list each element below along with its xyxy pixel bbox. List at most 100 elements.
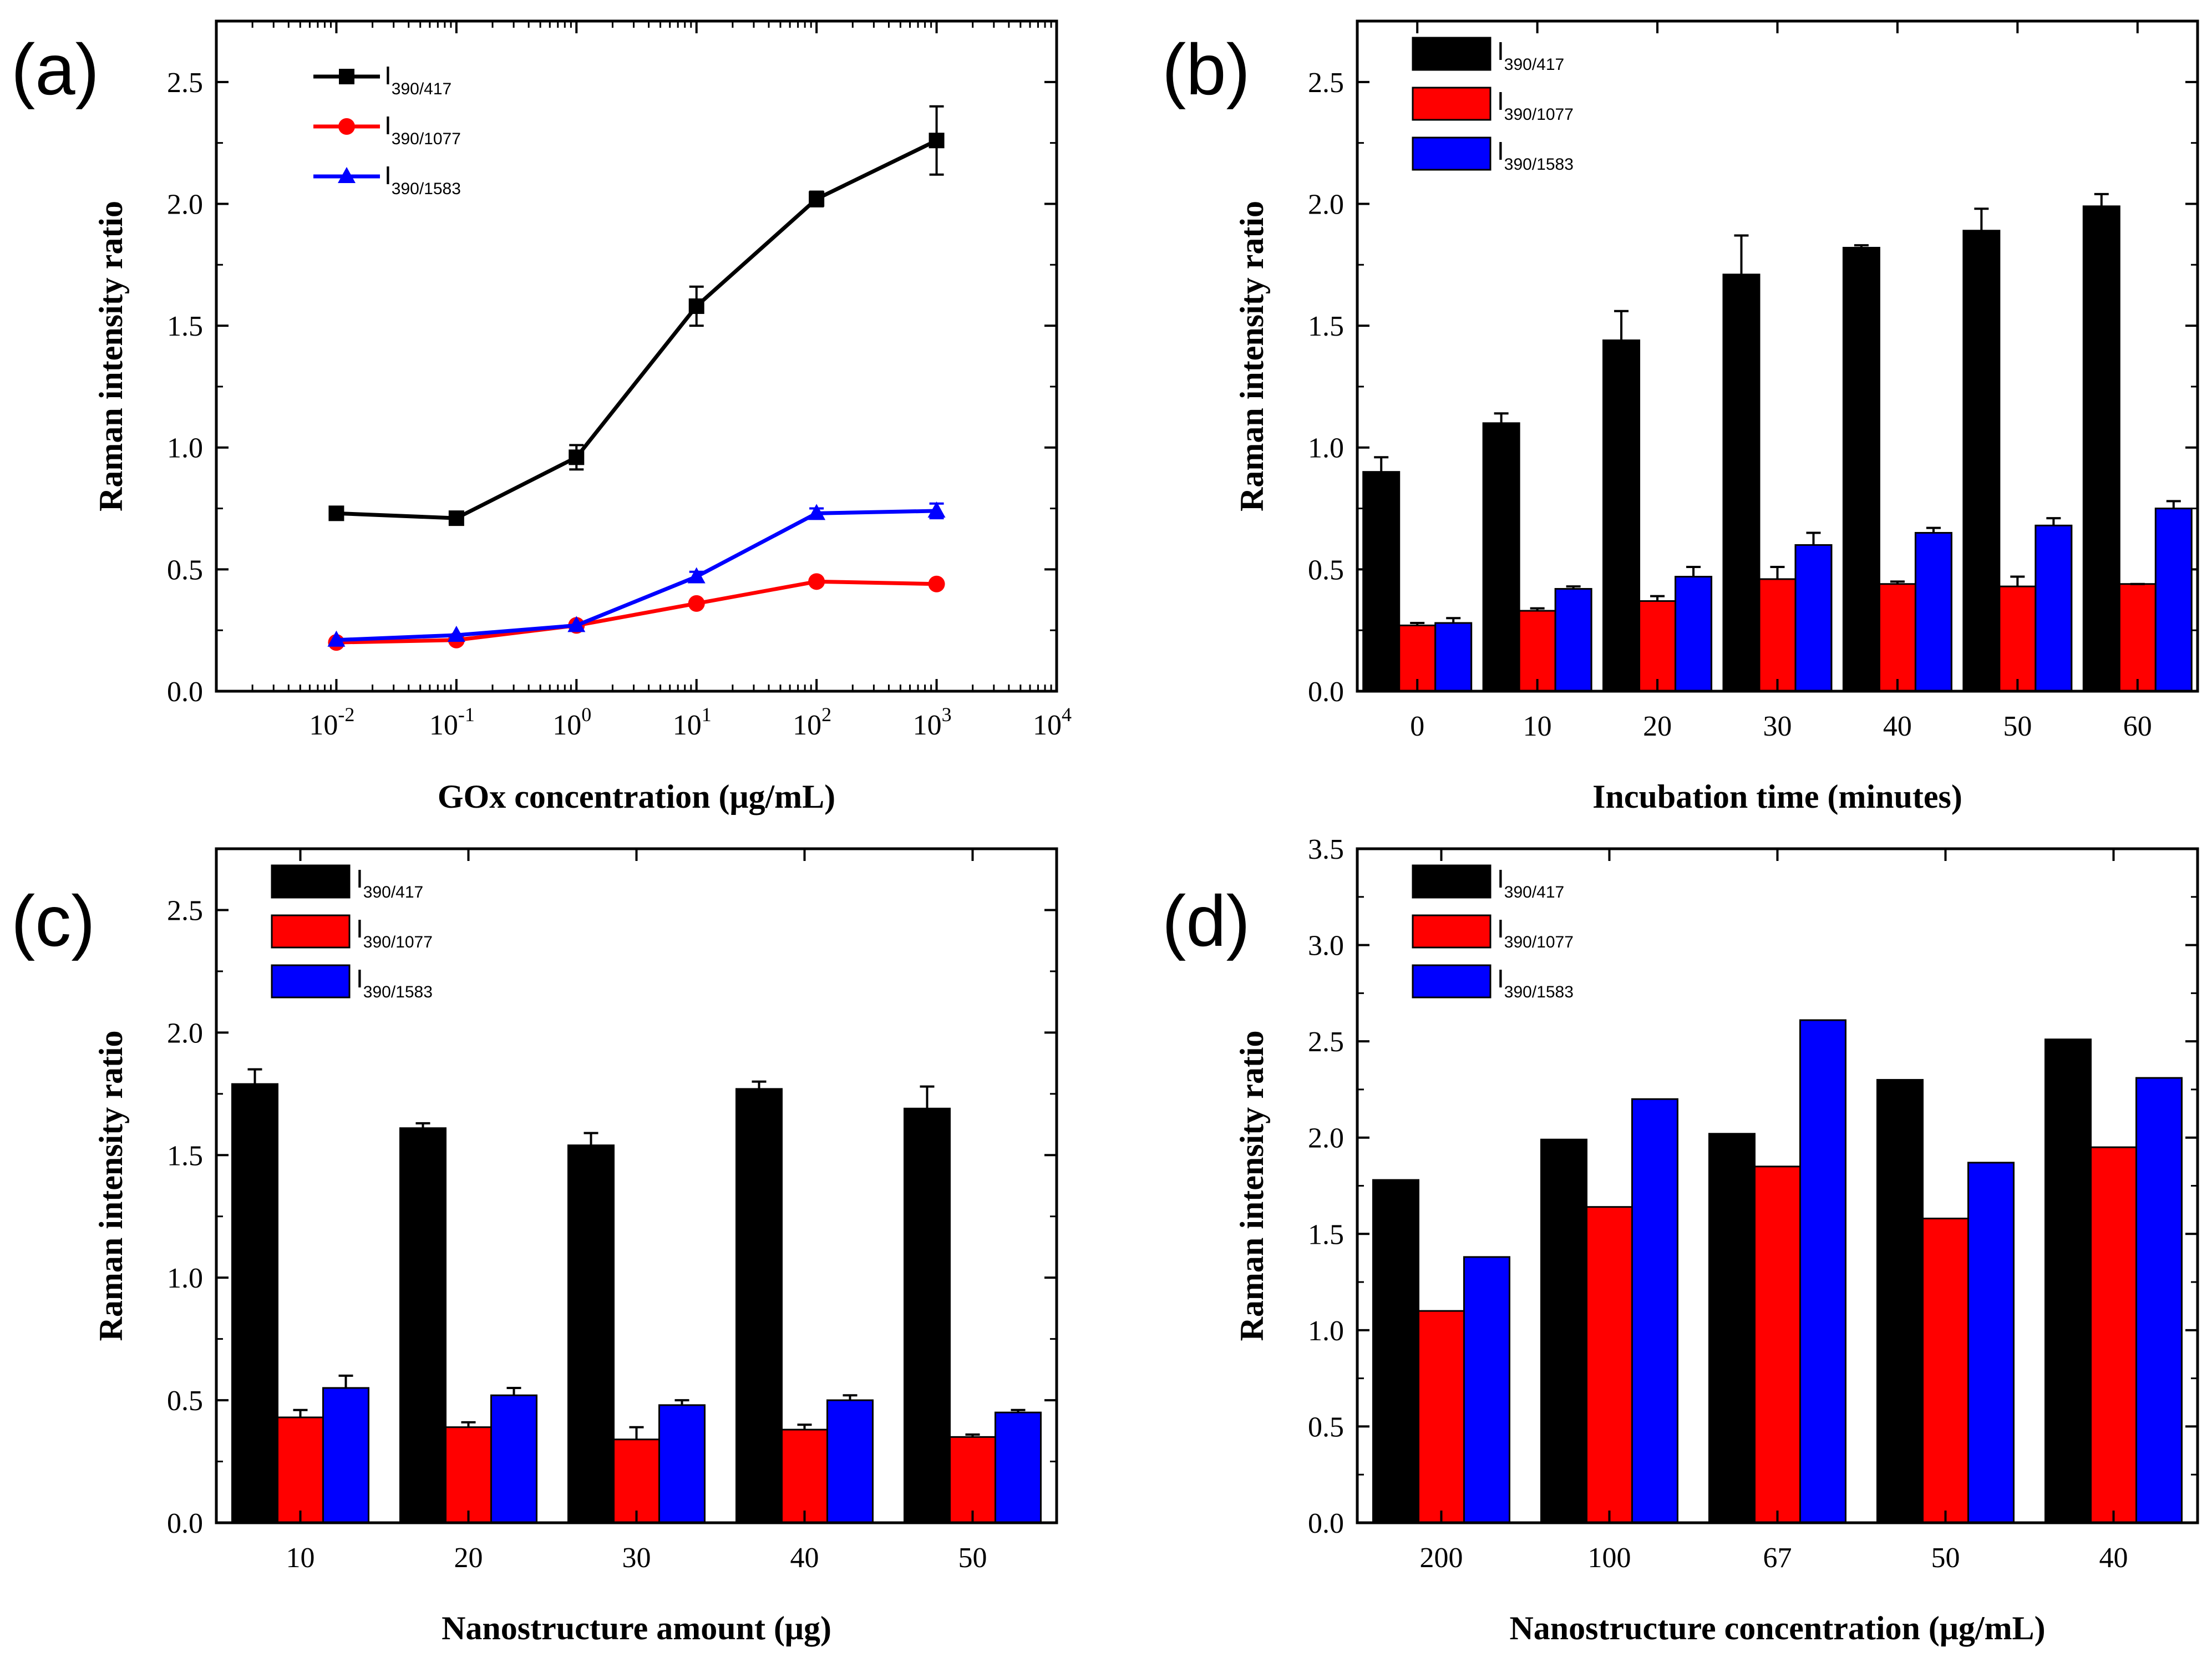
x-tick-label: 20	[1643, 711, 1672, 742]
x-tick-label: 0	[1410, 711, 1424, 742]
bar	[2154, 508, 2193, 692]
panel-letter: (b)	[1162, 29, 1250, 110]
y-tick-label: 0.5	[1308, 1411, 1344, 1443]
bar	[826, 1399, 874, 1524]
x-tick-label: 200	[1420, 1542, 1463, 1574]
legend-label-main: I	[1497, 87, 1504, 115]
legend-marker	[339, 69, 354, 84]
x-tick-label: 30	[1763, 711, 1792, 742]
data-point	[927, 501, 946, 518]
y-axis-title: Raman intensity ratio	[93, 1031, 129, 1341]
bar	[735, 1088, 783, 1524]
y-tick-label: 2.0	[167, 1017, 203, 1049]
data-point	[328, 505, 344, 521]
y-tick-label: 1.0	[1308, 433, 1344, 464]
legend-label: I390/417	[356, 864, 423, 901]
panel-letter: (d)	[1162, 880, 1250, 961]
bar	[2082, 205, 2120, 692]
plot-area	[231, 1068, 1042, 1524]
legend-label-main: I	[1497, 864, 1504, 893]
data-point	[808, 504, 826, 520]
y-tick-label: 2.0	[167, 189, 203, 220]
bar	[445, 1426, 492, 1524]
bar	[995, 1411, 1042, 1524]
x-tick-base: 10	[673, 710, 702, 741]
bar	[490, 1394, 537, 1524]
data-point	[688, 595, 705, 612]
bar	[322, 1387, 369, 1524]
bar	[277, 1416, 324, 1524]
data-point	[687, 567, 706, 584]
bar	[613, 1438, 660, 1524]
legend-swatch	[271, 914, 351, 949]
plot-frame	[1356, 847, 2199, 1524]
bar	[1482, 422, 1520, 692]
x-tick-base: 10	[1033, 710, 1062, 741]
legend-label-sub: 390/417	[1504, 883, 1564, 901]
bar	[1842, 247, 1880, 692]
bar	[1372, 1179, 1419, 1524]
data-point	[928, 575, 945, 592]
panel-d: (d) 0.0 0.5 1.0 1.5 2.0 2.5 3.0 3.5 Raman intensi…	[1162, 834, 2199, 1646]
bar	[1967, 1162, 2015, 1524]
x-tick-label: 10	[286, 1542, 315, 1574]
x-tick-label: 10-2	[309, 703, 354, 741]
x-tick-label: 100	[552, 703, 591, 741]
legend-marker	[338, 167, 356, 183]
bar	[1554, 588, 1592, 692]
plot-frame	[215, 19, 1058, 693]
series-line	[336, 509, 937, 642]
bar	[1602, 339, 1641, 692]
y-tick-label: 0.5	[167, 1385, 203, 1417]
y-tick-label: 1.5	[167, 311, 203, 342]
x-axis-title: Incubation time (minutes)	[1592, 778, 1962, 815]
legend-label-main: I	[384, 161, 392, 190]
legend-label: I390/417	[384, 61, 451, 98]
bar	[1418, 1310, 1465, 1524]
data-point	[327, 630, 346, 647]
bar	[1794, 544, 1833, 692]
legend-swatch	[1412, 136, 1491, 171]
x-tick-exponent: 3	[942, 703, 952, 726]
bar	[2090, 1146, 2137, 1524]
panel-c: (c) 0.0 0.5 1.0 1.5 2.0 2.5 Raman intensity rat…	[11, 847, 1058, 1646]
x-tick-exponent: -1	[458, 703, 475, 726]
legend-label-main: I	[1497, 37, 1504, 65]
legend-label: I390/1077	[1497, 914, 1574, 951]
bar	[949, 1436, 996, 1524]
y-tick-label: 1.0	[1308, 1315, 1344, 1347]
data-point	[688, 298, 704, 314]
y-tick-label: 2.5	[167, 895, 203, 926]
data-point	[929, 133, 945, 149]
legend-label: I390/1077	[356, 914, 433, 951]
legend-label-main: I	[384, 61, 392, 90]
bar	[658, 1404, 706, 1524]
legend-label-sub: 390/1583	[363, 983, 433, 1001]
x-tick-label: 40	[1883, 711, 1912, 742]
x-tick-label: 40	[2099, 1542, 2128, 1574]
bar	[1878, 583, 1916, 692]
plot-frame	[215, 847, 1058, 1524]
legend-swatch	[271, 864, 351, 899]
bar	[399, 1127, 447, 1524]
series-line	[336, 139, 938, 520]
legend-label: I390/417	[1497, 864, 1564, 901]
y-tick-label: 2.0	[1308, 189, 1344, 220]
y-tick-label: 3.5	[1308, 834, 1344, 865]
panel-a: (a) 0.0 0.5 1.0 1.5 2.0 2.5 Raman intensity rat…	[11, 19, 1072, 815]
plot-area	[327, 105, 946, 651]
data-point	[567, 616, 586, 632]
bar	[2118, 583, 2157, 692]
legend-label-sub: 390/1583	[1504, 155, 1574, 174]
legend-label: I390/1583	[1497, 964, 1574, 1001]
y-tick-label: 2.5	[167, 67, 203, 99]
x-tick-label: 103	[913, 703, 952, 741]
y-tick-label: 0.0	[1308, 1508, 1344, 1539]
legend-label: I390/1077	[384, 111, 461, 148]
legend-label-main: I	[356, 914, 363, 943]
bar	[1675, 576, 1713, 692]
x-tick-base: 10	[793, 710, 821, 741]
bar	[1922, 1218, 1969, 1524]
x-tick-label: 10-1	[429, 703, 475, 741]
